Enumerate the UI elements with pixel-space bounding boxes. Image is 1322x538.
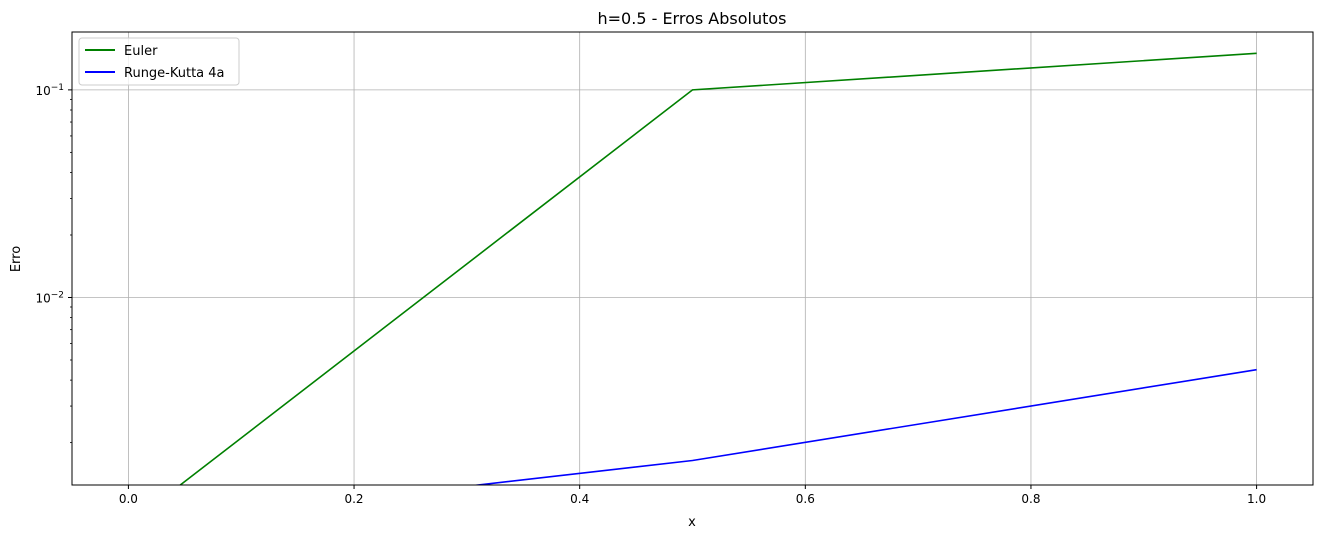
y-axis-label: Erro [9,246,24,272]
x-tick-label: 0.2 [344,492,363,506]
series-layer [178,52,1257,485]
x-tick-label: 0.6 [796,492,815,506]
legend-box [78,37,240,86]
series-line-rk4 [471,368,1257,485]
chart-title: h=0.5 - Erros Absolutos [598,9,787,28]
y-axis: 10−1 10−2 [35,83,72,444]
x-tick-label: 0.8 [1021,492,1040,506]
x-tick-label: 0.0 [119,492,138,506]
x-tick-label: 1.0 [1247,492,1266,506]
legend-label-euler: Euler [124,44,158,59]
y-tick-label: 10−1 [35,83,64,98]
plot-area-frame [71,31,1314,486]
x-axis: 0.0 0.2 0.4 0.6 0.8 1.0 [119,485,1266,506]
x-tick-label: 0.4 [570,492,589,506]
series-line-euler [178,52,1257,485]
grid [72,32,1313,485]
legend-label-rk4: Runge-Kutta 4a [124,66,225,81]
x-axis-label: x [688,515,696,530]
legend: Euler Runge-Kutta 4a [78,37,240,86]
y-tick-label: 10−2 [35,290,64,305]
